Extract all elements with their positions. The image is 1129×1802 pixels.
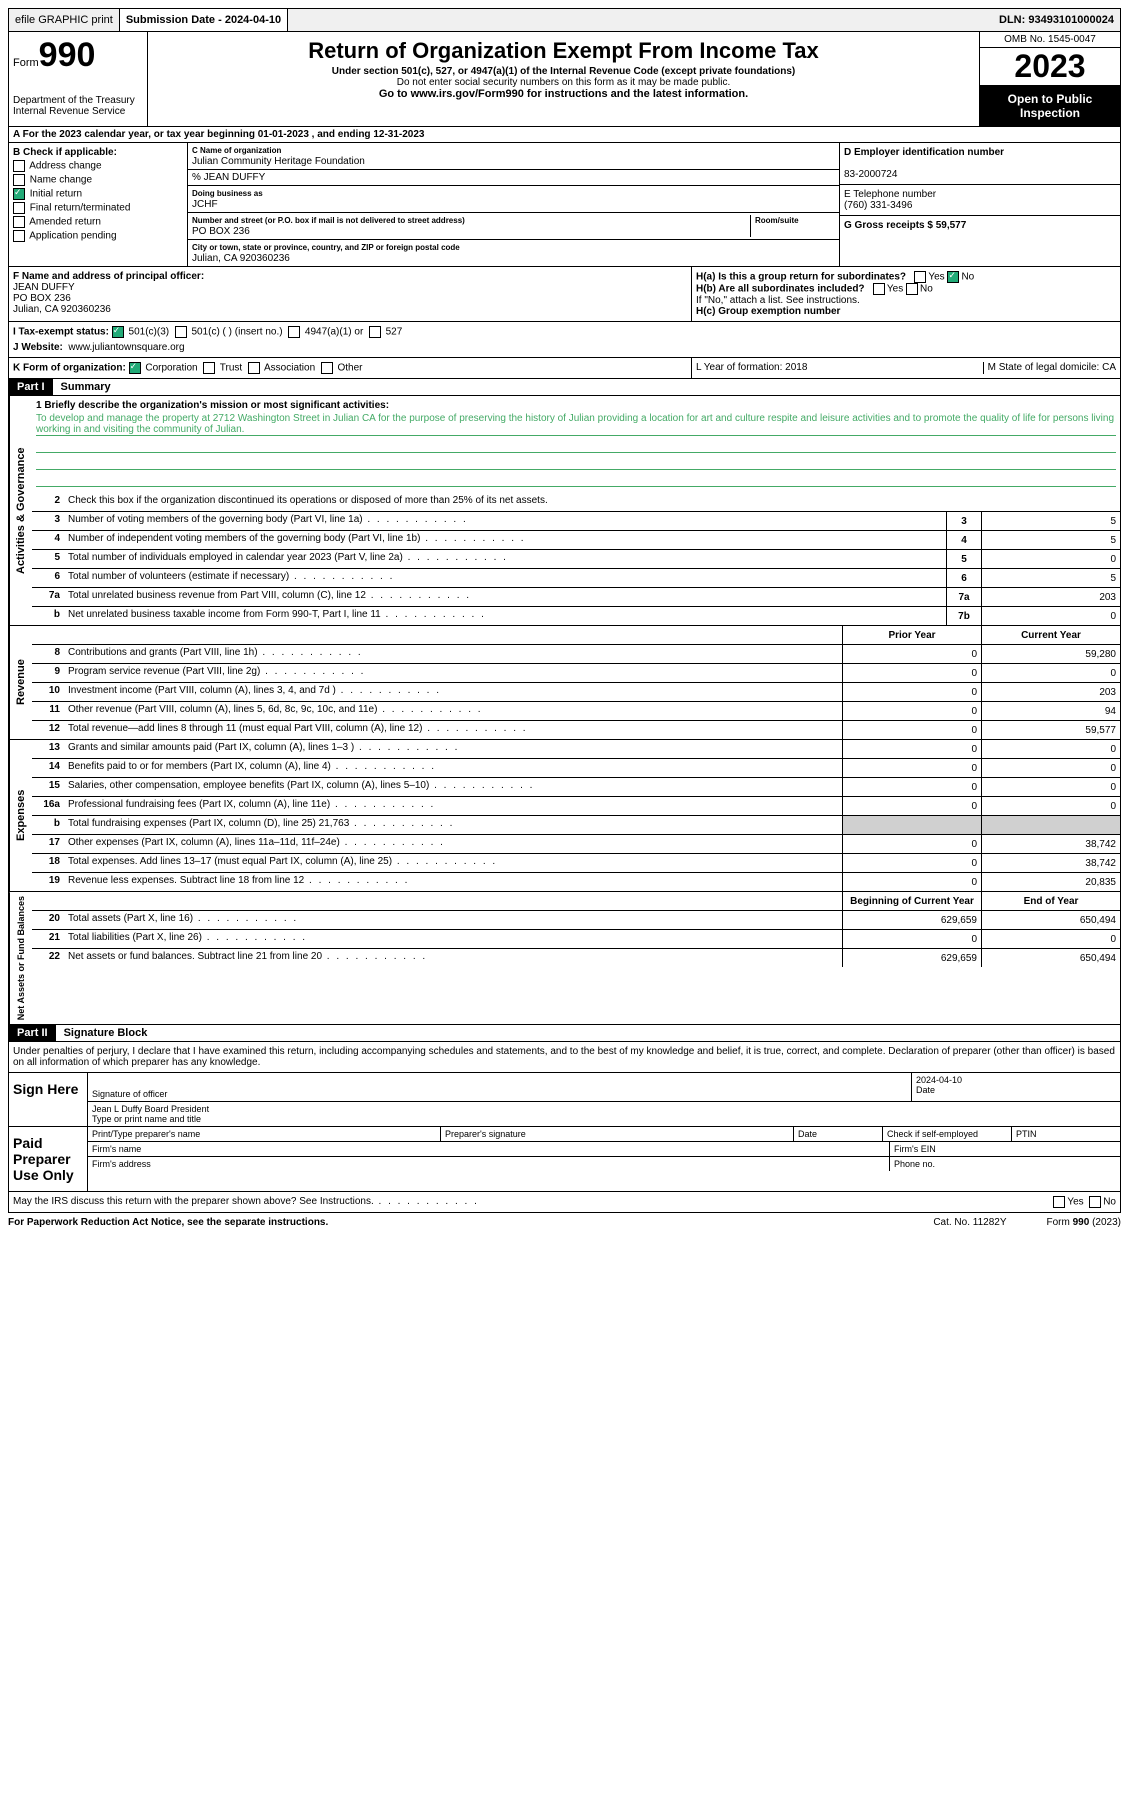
- vert-label-expenses: Expenses: [9, 740, 32, 891]
- revenue-section: Revenue Prior Year Current Year 8Contrib…: [8, 626, 1121, 740]
- check-corporation[interactable]: [129, 362, 141, 374]
- summary-line: bNet unrelated business taxable income f…: [32, 607, 1120, 625]
- phone: (760) 331-3496: [844, 200, 912, 211]
- officer-name: JEAN DUFFY: [13, 282, 75, 293]
- summary-line: 11Other revenue (Part VIII, column (A), …: [32, 702, 1120, 721]
- summary-line: 9Program service revenue (Part VIII, lin…: [32, 664, 1120, 683]
- check-final-return[interactable]: Final return/terminated: [13, 202, 183, 214]
- section-a-tax-year: A For the 2023 calendar year, or tax yea…: [8, 127, 1121, 143]
- signature-block: Under penalties of perjury, I declare th…: [8, 1042, 1121, 1213]
- form-title: Return of Organization Exempt From Incom…: [152, 38, 975, 64]
- summary-line: 20Total assets (Part X, line 16)629,6596…: [32, 911, 1120, 930]
- form-subtitle: Under section 501(c), 527, or 4947(a)(1)…: [152, 66, 975, 77]
- summary-line: 17Other expenses (Part IX, column (A), l…: [32, 835, 1120, 854]
- officer-typed-name: Jean L Duffy Board President: [92, 1104, 209, 1114]
- section-c-org: C Name of organization Julian Community …: [188, 143, 839, 266]
- check-name-change[interactable]: Name change: [13, 174, 183, 186]
- summary-line: 3Number of voting members of the governi…: [32, 512, 1120, 531]
- paperwork-notice: For Paperwork Reduction Act Notice, see …: [8, 1217, 328, 1228]
- summary-line: 5Total number of individuals employed in…: [32, 550, 1120, 569]
- check-initial-return[interactable]: Initial return: [13, 188, 183, 200]
- city-state-zip: Julian, CA 920360236: [192, 253, 290, 264]
- summary-line: 16aProfessional fundraising fees (Part I…: [32, 797, 1120, 816]
- activities-governance: Activities & Governance 1 Briefly descri…: [8, 396, 1121, 626]
- summary-line: 7aTotal unrelated business revenue from …: [32, 588, 1120, 607]
- org-name: Julian Community Heritage Foundation: [192, 156, 365, 167]
- check-amended[interactable]: Amended return: [13, 216, 183, 228]
- officer-group-row: F Name and address of principal officer:…: [8, 267, 1121, 322]
- care-of: % JEAN DUFFY: [192, 172, 265, 183]
- summary-line: 4Number of independent voting members of…: [32, 531, 1120, 550]
- summary-line: 19Revenue less expenses. Subtract line 1…: [32, 873, 1120, 891]
- summary-line: 15Salaries, other compensation, employee…: [32, 778, 1120, 797]
- check-address-change[interactable]: Address change: [13, 160, 183, 172]
- efile-label[interactable]: efile GRAPHIC print: [9, 9, 120, 31]
- org-info-block: B Check if applicable: Address change Na…: [8, 143, 1121, 267]
- paid-preparer-label: Paid Preparer Use Only: [9, 1127, 88, 1191]
- irs-label: Internal Revenue Service: [13, 106, 143, 117]
- sign-here-label: Sign Here: [9, 1073, 88, 1126]
- tax-status-row: I Tax-exempt status: 501(c)(3) 501(c) ( …: [8, 322, 1121, 358]
- state-domicile: M State of legal domicile: CA: [983, 362, 1116, 374]
- top-bar: efile GRAPHIC print Submission Date - 20…: [8, 8, 1121, 32]
- vert-label-revenue: Revenue: [9, 626, 32, 739]
- summary-line: 18Total expenses. Add lines 13–17 (must …: [32, 854, 1120, 873]
- part1-header: Part I Summary: [8, 379, 1121, 396]
- summary-line: 8Contributions and grants (Part VIII, li…: [32, 645, 1120, 664]
- summary-line: 6Total number of volunteers (estimate if…: [32, 569, 1120, 588]
- sig-date: 2024-04-10: [916, 1075, 962, 1085]
- form-header: Form990 Department of the Treasury Inter…: [8, 32, 1121, 127]
- summary-line: 10Investment income (Part VIII, column (…: [32, 683, 1120, 702]
- submission-date: Submission Date - 2024-04-10: [120, 9, 288, 31]
- section-b-checkboxes: B Check if applicable: Address change Na…: [9, 143, 188, 266]
- vert-label-governance: Activities & Governance: [9, 396, 32, 625]
- part2-header: Part II Signature Block: [8, 1025, 1121, 1042]
- open-public-badge: Open to Public Inspection: [980, 86, 1120, 126]
- website[interactable]: www.juliantownsquare.org: [68, 342, 184, 353]
- check-app-pending[interactable]: Application pending: [13, 230, 183, 242]
- dln: DLN: 93493101000024: [993, 9, 1120, 31]
- perjury-text: Under penalties of perjury, I declare th…: [9, 1042, 1120, 1072]
- form-number: Form990: [13, 36, 143, 75]
- gross-receipts: G Gross receipts $ 59,577: [844, 220, 966, 231]
- summary-line: 21Total liabilities (Part X, line 26)00: [32, 930, 1120, 949]
- section-d-ein: D Employer identification number 83-2000…: [839, 143, 1120, 266]
- goto-link[interactable]: Go to www.irs.gov/Form990 for instructio…: [152, 88, 975, 100]
- summary-line: 14Benefits paid to or for members (Part …: [32, 759, 1120, 778]
- form-org-row: K Form of organization: Corporation Trus…: [8, 358, 1121, 379]
- summary-line: 12Total revenue—add lines 8 through 11 (…: [32, 721, 1120, 739]
- mission-text: To develop and manage the property at 27…: [36, 413, 1116, 436]
- vert-label-netassets: Net Assets or Fund Balances: [9, 892, 32, 1024]
- summary-line: bTotal fundraising expenses (Part IX, co…: [32, 816, 1120, 835]
- form-footer: Form 990 (2023): [1047, 1217, 1121, 1228]
- year-formation: L Year of formation: 2018: [696, 362, 983, 374]
- cat-no: Cat. No. 11282Y: [933, 1217, 1006, 1228]
- footer: For Paperwork Reduction Act Notice, see …: [8, 1213, 1121, 1232]
- ssn-warning: Do not enter social security numbers on …: [152, 77, 975, 88]
- dba: JCHF: [192, 199, 218, 210]
- street-address: PO BOX 236: [192, 226, 250, 237]
- dept-label: Department of the Treasury: [13, 95, 143, 106]
- ein: 83-2000724: [844, 169, 897, 180]
- tax-year: 2023: [980, 48, 1120, 86]
- summary-line: 22Net assets or fund balances. Subtract …: [32, 949, 1120, 967]
- check-501c3[interactable]: [112, 326, 124, 338]
- net-assets-section: Net Assets or Fund Balances Beginning of…: [8, 892, 1121, 1025]
- omb-number: OMB No. 1545-0047: [980, 32, 1120, 48]
- summary-line: 13Grants and similar amounts paid (Part …: [32, 740, 1120, 759]
- expenses-section: Expenses 13Grants and similar amounts pa…: [8, 740, 1121, 892]
